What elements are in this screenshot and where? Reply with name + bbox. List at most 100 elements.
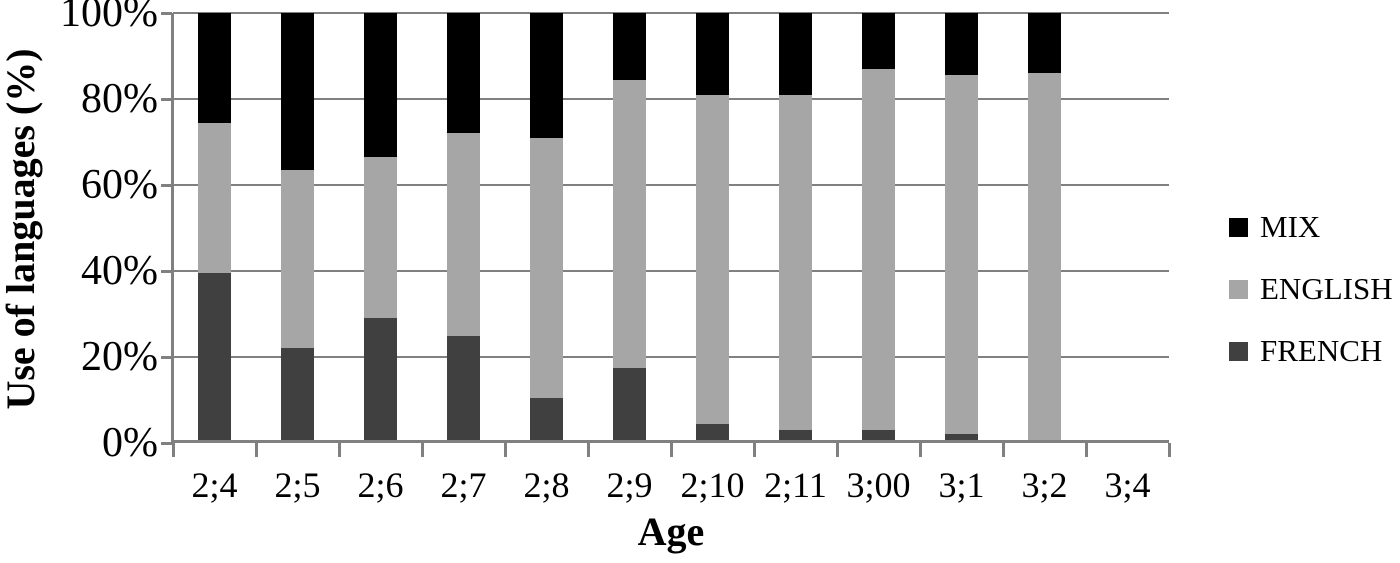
y-axis-tick [161,183,172,187]
x-axis-tick [918,443,922,457]
x-axis-title: Age [637,509,705,554]
bar-stack-2;4 [198,13,231,443]
x-axis-tick [669,443,673,457]
x-tick-label-2;6: 2;6 [357,465,404,505]
bar-stack-3;00 [862,13,895,443]
legend-item-mix: MIX [1229,207,1393,247]
y-tick-label-60: 60% [81,162,158,208]
gridline-100 [173,12,1169,14]
y-axis-tick [161,441,172,445]
x-tick-label-2;11: 2;11 [764,465,827,505]
y-tick-label-0: 0% [102,420,158,466]
bar-stack-2;10 [696,13,729,443]
x-tick-label-2;4: 2;4 [191,465,238,505]
x-axis-tick [1001,443,1005,457]
bar-segment-mix [1028,13,1061,74]
bar-segment-french [945,434,978,443]
bar-segment-mix [945,13,978,76]
legend-swatch-english [1229,279,1248,299]
x-tick-label-3;00: 3;00 [846,465,911,505]
x-axis-tick [254,443,258,457]
bar-segment-english [862,68,895,431]
y-axis-line [171,13,174,444]
x-axis-tick [503,443,507,457]
legend-swatch-french [1229,341,1248,361]
x-tick-label-2;5: 2;5 [274,465,321,505]
y-tick-label-100: 100% [60,0,158,36]
x-tick-label-2;9: 2;9 [606,465,653,505]
bar-segment-mix [447,13,480,134]
bar-stack-3;2 [1028,13,1061,443]
bar-segment-mix [530,13,563,138]
x-axis-tick [1167,443,1171,457]
x-axis-tick [835,443,839,457]
x-axis-tick [1084,443,1088,457]
bar-stack-2;6 [364,13,397,443]
gridline-20 [173,356,1169,358]
bar-segment-english [696,94,729,424]
x-tick-label-3;2: 3;2 [1021,465,1068,505]
bar-segment-french [198,273,231,443]
legend-label-english: ENGLISH [1260,271,1393,306]
legend: MIX ENGLISH FRENCH [1229,207,1393,393]
bar-stack-3;1 [945,13,978,443]
x-axis-line [173,440,1169,443]
bar-segment-english [447,133,480,336]
x-tick-label-3;4: 3;4 [1104,465,1151,505]
bar-segment-english [1028,73,1061,441]
legend-swatch-mix [1229,217,1248,237]
bar-segment-french [779,430,812,443]
bar-stack-2;9 [613,13,646,443]
bar-segment-french [447,335,480,443]
legend-label-french: FRENCH [1260,333,1383,368]
y-tick-label-40: 40% [81,248,158,294]
bar-segment-mix [862,13,895,69]
y-axis-tick [161,97,172,101]
bar-segment-french [364,318,397,443]
bar-segment-english [198,122,231,274]
bar-stack-2;8 [530,13,563,443]
legend-item-french: FRENCH [1229,331,1393,371]
bar-stack-2;5 [281,13,314,443]
bar-segment-french [613,367,646,443]
x-tick-label-2;7: 2;7 [440,465,487,505]
y-tick-label-80: 80% [81,76,158,122]
bar-segment-mix [281,13,314,170]
x-axis-tick [337,443,341,457]
x-axis-tick [171,443,175,457]
y-tick-label-20: 20% [81,334,158,380]
plot-area [173,12,1169,443]
legend-item-english: ENGLISH [1229,269,1393,309]
bar-segment-mix [613,13,646,80]
bar-segment-english [530,137,563,398]
x-axis-tick [420,443,424,457]
bar-segment-french [530,397,563,443]
gridline-80 [173,98,1169,100]
x-axis-tick [586,443,590,457]
gridline-60 [173,184,1169,186]
bar-segment-english [364,157,397,319]
bar-segment-english [945,75,978,435]
bar-segment-french [281,348,314,443]
x-tick-label-3;1: 3;1 [938,465,985,505]
bar-segment-english [613,79,646,368]
bar-segment-french [696,423,729,443]
legend-label-mix: MIX [1260,209,1321,244]
y-axis-tick [161,355,172,359]
bar-segment-french [862,430,895,443]
bar-stack-2;11 [779,13,812,443]
bar-segment-mix [779,13,812,95]
y-axis-tick [161,11,172,15]
bar-segment-mix [198,13,231,123]
y-axis-tick [161,269,172,273]
bar-segment-english [779,94,812,431]
bar-segment-mix [696,13,729,95]
x-tick-label-2;10: 2;10 [680,465,745,505]
gridline-40 [173,270,1169,272]
x-tick-label-2;8: 2;8 [523,465,570,505]
x-axis-tick [752,443,756,457]
bar-segment-mix [364,13,397,158]
bar-segment-english [281,169,314,349]
bar-stack-2;7 [447,13,480,443]
